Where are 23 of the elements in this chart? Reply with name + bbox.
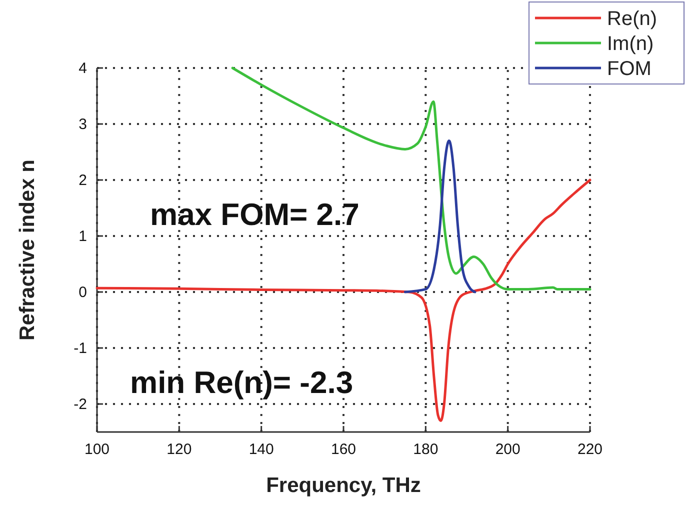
- y-tick-label: -1: [74, 340, 87, 357]
- y-axis-title: Refractive index n: [16, 160, 39, 340]
- annotation: min Re(n)= -2.3: [130, 365, 354, 400]
- x-tick-label: 120: [166, 441, 192, 458]
- x-tick-label: 180: [413, 441, 438, 458]
- y-tick-label: 2: [78, 172, 87, 189]
- y-tick-label: 0: [78, 284, 87, 301]
- y-tick-label: 4: [78, 60, 87, 77]
- x-tick-label: 220: [577, 441, 603, 458]
- x-tick-label: 160: [330, 441, 356, 458]
- x-tick-label: 100: [84, 441, 110, 458]
- legend-label: FOM: [607, 58, 652, 80]
- line-series: [96, 178, 592, 422]
- y-tick-label: 1: [78, 228, 87, 245]
- annotation: max FOM= 2.7: [150, 197, 360, 232]
- x-tick-label: 140: [248, 441, 274, 458]
- y-tick-label: -2: [74, 396, 87, 413]
- legend-label: Im(n): [607, 33, 654, 55]
- line-series: [404, 140, 476, 294]
- x-tick-label: 200: [495, 441, 520, 458]
- y-tick-label: 3: [78, 116, 87, 133]
- legend-label: Re(n): [607, 8, 658, 30]
- x-axis-title: Frequency, THz: [266, 474, 421, 497]
